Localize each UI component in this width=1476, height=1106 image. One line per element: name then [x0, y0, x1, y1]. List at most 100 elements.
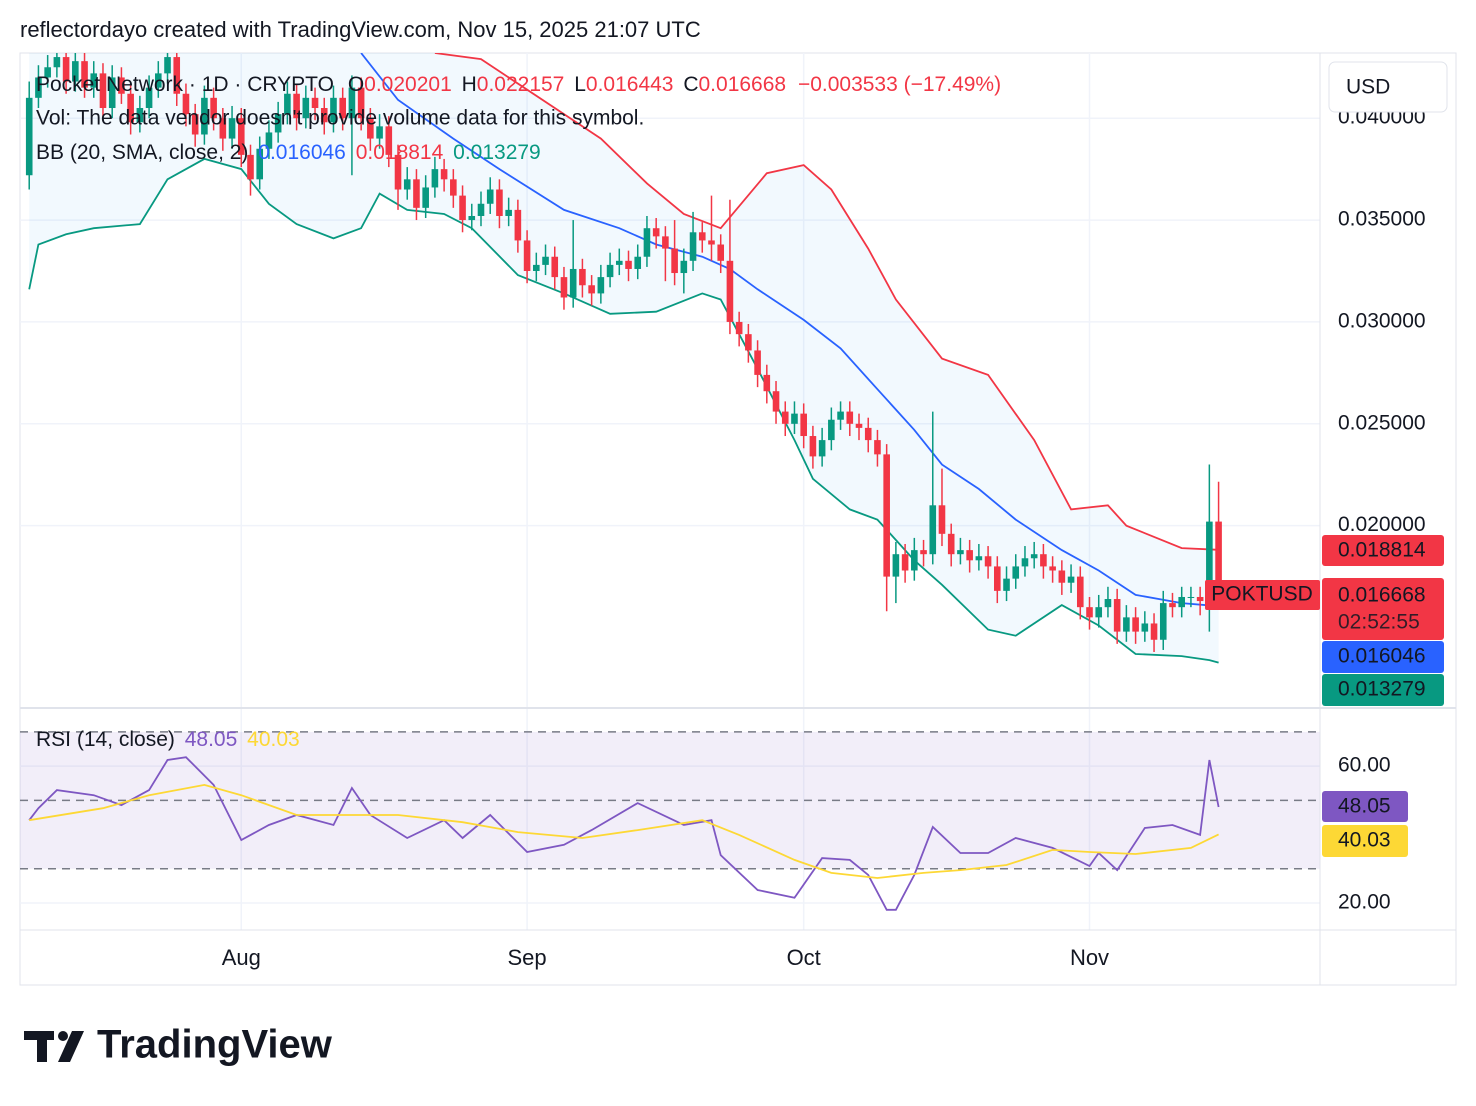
candle-body: [1123, 617, 1130, 632]
candle-body: [486, 189, 494, 204]
logo-shape: [58, 1031, 84, 1062]
candle-body: [450, 179, 457, 196]
candle-body: [302, 97, 310, 119]
candle-body: [293, 93, 300, 119]
y-tick-label: 0.035000: [1338, 208, 1426, 231]
candle-body: [588, 285, 595, 294]
candle-body: [671, 248, 678, 274]
candle-body: [911, 550, 918, 571]
candle-body: [145, 87, 153, 109]
bb-value: 0.013279: [453, 141, 541, 164]
candle-body: [1215, 521, 1222, 594]
bb-value: 0.016046: [258, 141, 346, 164]
candle-body: [542, 256, 549, 265]
price-label-box: [1322, 791, 1408, 822]
bb-line: [28, 157, 1219, 664]
grid: [20, 53, 1320, 930]
ohlc-prefix: C: [683, 73, 698, 96]
logo-shape: [58, 1031, 68, 1041]
candle-body: [376, 126, 383, 139]
candle-body: [1113, 599, 1121, 632]
candle-body: [551, 256, 559, 278]
bb-line: [360, 53, 1219, 608]
candle-body: [754, 350, 761, 375]
candle-body: [284, 93, 291, 115]
candle-body: [717, 244, 725, 261]
rsi-pane: [20, 731, 1320, 911]
candle-body: [477, 203, 485, 216]
candle-body: [514, 209, 522, 241]
rsi-line: [29, 783, 1219, 879]
candle-body: [182, 93, 190, 115]
rsi-value: 48.05: [185, 728, 238, 751]
candle-body: [874, 440, 881, 455]
candle-body: [348, 87, 356, 119]
candle-body: [781, 411, 789, 424]
price-label: 48.05: [1338, 795, 1391, 818]
candle-body: [367, 118, 374, 139]
x-tick-label: Sep: [508, 945, 547, 970]
ohlc-value: 0.016668: [699, 73, 787, 96]
candle-body: [274, 114, 282, 133]
candle-body: [1206, 521, 1213, 602]
candle-body: [1058, 570, 1066, 583]
candle-body: [957, 550, 964, 555]
candle-body: [828, 419, 835, 441]
candle-body: [1150, 623, 1158, 640]
candle-body: [560, 277, 568, 298]
ohlc-prefix: H: [462, 73, 477, 96]
candle-body: [468, 215, 476, 221]
candle-body: [662, 236, 669, 249]
candle-body: [698, 232, 706, 241]
candle-body: [173, 57, 181, 94]
candle-body: [459, 195, 466, 221]
candle-body: [966, 550, 973, 561]
price-label: 40.03: [1338, 829, 1391, 852]
volume-note: Vol: The data vendor doesn't provide vol…: [36, 107, 644, 130]
candle-body: [440, 169, 448, 180]
price-label: 0.018814: [1338, 539, 1426, 562]
candle-body: [846, 411, 854, 424]
candle-body: [81, 61, 88, 88]
candle-body: [726, 260, 734, 322]
candle-body: [892, 554, 900, 577]
candle-body: [330, 97, 337, 123]
candle-body: [708, 240, 715, 245]
candle-body: [745, 334, 752, 351]
legend-bb: BB (20, SMA, close, 2) 0.016046 0.018814…: [36, 141, 541, 164]
candle-body: [72, 61, 79, 82]
candle-body: [164, 57, 171, 74]
candle-body: [1178, 596, 1186, 608]
candle-body: [1067, 576, 1075, 583]
candle-body: [53, 57, 61, 68]
ohlc-prefix: O: [348, 73, 364, 96]
candle-body: [127, 93, 134, 123]
candle-body: [1030, 554, 1038, 559]
symbol-title: Pocket Network · 1D · CRYPTO: [36, 73, 334, 96]
candle-body: [357, 87, 365, 119]
candle-body: [339, 97, 346, 119]
price-labels: 0.018814 0.016668 02:52:55 POKTUSD 0.016046 0…: [1205, 535, 1444, 857]
candle-body: [1012, 566, 1020, 579]
candle-body: [772, 391, 780, 412]
candle-body: [864, 427, 872, 441]
candle-body: [247, 154, 254, 180]
countdown-label: 02:52:55: [1338, 611, 1420, 634]
candle-body: [228, 118, 236, 139]
price-label: 0.016046: [1338, 645, 1426, 668]
symbol-tag-label: POKTUSD: [1211, 583, 1313, 606]
bb-label: BB (20, SMA, close, 2): [36, 141, 248, 164]
candle-body: [1132, 617, 1139, 632]
candle-body: [320, 108, 328, 123]
bb-value: 0.018814: [356, 141, 444, 164]
candle-body: [191, 114, 199, 135]
currency-button[interactable]: [1328, 61, 1448, 113]
candle-body: [883, 454, 890, 577]
rsi-label: RSI (14, close): [36, 728, 175, 751]
y-tick-label: 60.00: [1338, 754, 1391, 777]
candle-body: [533, 264, 540, 271]
candle-body: [615, 260, 623, 265]
candle-body: [680, 260, 688, 274]
price-label-box: [1322, 535, 1444, 566]
